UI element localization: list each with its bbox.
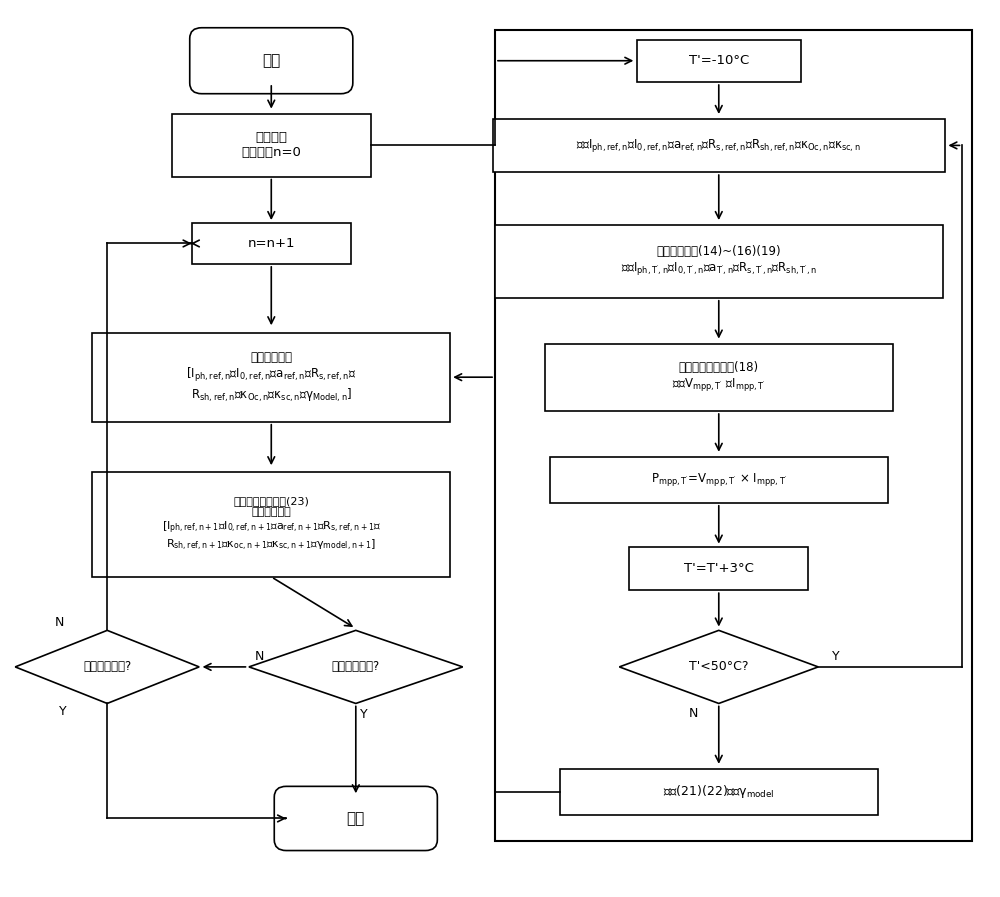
Text: N: N	[55, 616, 64, 629]
Text: 迭代次数上限?: 迭代次数上限?	[83, 660, 131, 674]
FancyBboxPatch shape	[190, 28, 353, 93]
Bar	[637, 39, 801, 82]
Text: 开始: 开始	[262, 53, 280, 68]
Bar	[172, 114, 371, 177]
Text: 结束: 结束	[347, 811, 365, 826]
Bar	[629, 547, 808, 590]
Polygon shape	[619, 631, 818, 703]
Text: N: N	[689, 707, 699, 719]
Bar	[192, 223, 351, 264]
Text: 满足收敛条件?: 满足收敛条件?	[332, 660, 380, 674]
Text: Y: Y	[360, 708, 368, 720]
Text: 按式(21)(22)计算γ$_{\mathregular{model}}$: 按式(21)(22)计算γ$_{\mathregular{model}}$	[663, 783, 775, 800]
Text: 构造变量集合
[I$_{\mathregular{ph,ref,n}}$、I$_{\mathregular{0,ref,n}}$、a$_{\mathregula: 构造变量集合 [I$_{\mathregular{ph,ref,n}}$、I$_…	[186, 351, 356, 404]
Text: 求解非线性方程组(18)
求得V$_{\mathregular{mpp,T'}}$ 和I$_{\mathregular{mpp,T'}}$: 求解非线性方程组(18) 求得V$_{\mathregular{mpp,T'}}…	[672, 361, 766, 393]
Text: 按转化关系式(14)~(16)(19)
求得I$_{\mathregular{ph,T',n}}$、I$_{\mathregular{0,T',n}}$、a$_: 按转化关系式(14)~(16)(19) 求得I$_{\mathregular{p…	[621, 245, 817, 277]
Polygon shape	[249, 631, 463, 703]
Text: 求解非线性方程组(23)
求得变量集合
[I$_{\mathregular{ph,ref,n+1}}$、I$_{\mathregular{0,ref,n+1}}: 求解非线性方程组(23) 求得变量集合 [I$_{\mathregular{ph…	[162, 496, 381, 553]
Bar	[560, 769, 878, 814]
Bar	[92, 472, 450, 577]
Bar	[495, 30, 972, 840]
Text: 获取I$_{\mathregular{ph,ref,n}}$、I$_{\mathregular{0,ref,n}}$、a$_{\mathregular{ref,: 获取I$_{\mathregular{ph,ref,n}}$、I$_{\math…	[576, 137, 861, 154]
Text: 初值设定
迭代次数n=0: 初值设定 迭代次数n=0	[241, 131, 301, 160]
Bar	[550, 457, 888, 503]
Bar	[493, 118, 945, 172]
Text: P$_{\mathregular{mpp,T'}}$=V$_{\mathregular{mpp,T'}}$ × I$_{\mathregular{mpp,T'}: P$_{\mathregular{mpp,T'}}$=V$_{\mathregu…	[651, 471, 787, 488]
Bar	[495, 225, 943, 298]
Bar	[92, 333, 450, 422]
Bar	[545, 344, 893, 411]
Text: T'=T'+3°C: T'=T'+3°C	[684, 562, 754, 575]
Polygon shape	[15, 631, 199, 703]
Text: n=n+1: n=n+1	[248, 237, 295, 250]
Text: T'<50°C?: T'<50°C?	[689, 660, 749, 674]
Text: T'=-10°C: T'=-10°C	[689, 54, 749, 67]
Text: Y: Y	[59, 705, 66, 718]
Text: Y: Y	[832, 649, 840, 663]
FancyBboxPatch shape	[274, 787, 437, 850]
Text: N: N	[255, 649, 264, 663]
